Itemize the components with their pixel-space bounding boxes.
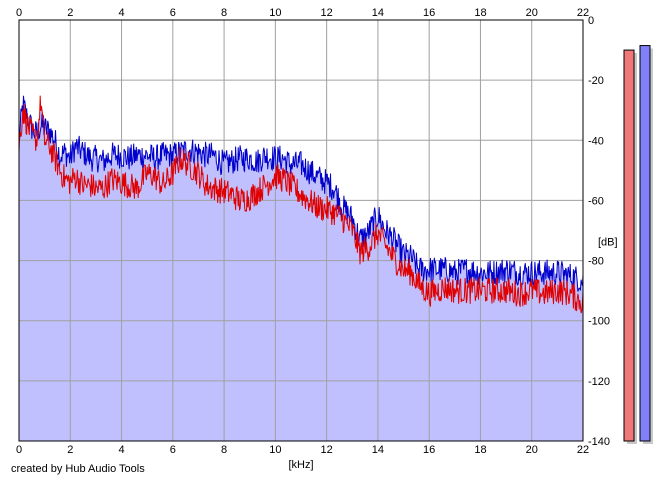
right-level-meter	[639, 45, 651, 442]
x-tick-label-bottom: 16	[423, 444, 435, 456]
y-tick-label: -40	[588, 135, 604, 147]
x-tick-label-bottom: 8	[221, 444, 227, 456]
plot-frame	[18, 19, 584, 442]
y-tick-label: -60	[588, 195, 604, 207]
x-tick-label-bottom: 4	[118, 444, 124, 456]
spectrum-plot	[18, 19, 584, 442]
level-meters	[623, 45, 653, 444]
x-tick-label-bottom: 14	[372, 444, 384, 456]
spectrum-fill	[19, 95, 583, 441]
axes: 002244668810101212141416161818202022220-…	[16, 7, 618, 471]
x-tick-label-top: 12	[321, 7, 333, 19]
x-tick-label-bottom: 20	[526, 444, 538, 456]
x-tick-label-bottom: 22	[577, 444, 589, 456]
x-tick-label-top: 16	[423, 7, 435, 19]
x-tick-label-bottom: 0	[16, 444, 22, 456]
y-tick-label: 0	[588, 15, 594, 27]
y-tick-label: -120	[588, 376, 610, 388]
x-tick-label-top: 22	[577, 7, 589, 19]
x-tick-label-bottom: 2	[67, 444, 73, 456]
y-axis-label: [dB]	[598, 237, 618, 249]
y-tick-label: -20	[588, 75, 604, 87]
x-tick-label-top: 14	[372, 7, 384, 19]
x-tick-label-top: 2	[67, 7, 73, 19]
x-tick-label-bottom: 18	[474, 444, 486, 456]
x-tick-label-top: 20	[526, 7, 538, 19]
x-tick-label-bottom: 12	[321, 444, 333, 456]
x-tick-label-bottom: 6	[170, 444, 176, 456]
x-tick-label-top: 10	[269, 7, 281, 19]
credit-label: created by Hub Audio Tools	[11, 463, 145, 475]
x-tick-label-top: 0	[16, 7, 22, 19]
x-tick-label-top: 4	[118, 7, 124, 19]
y-tick-label: -80	[588, 256, 604, 268]
series-line-1	[18, 95, 584, 292]
x-tick-label-top: 6	[170, 7, 176, 19]
y-tick-label: -140	[588, 436, 610, 448]
left-level-meter	[623, 49, 635, 442]
x-axis-label: [kHz]	[288, 459, 313, 471]
x-tick-label-bottom: 10	[269, 444, 281, 456]
series-line-2	[18, 95, 584, 314]
y-tick-label: -100	[588, 316, 610, 328]
x-tick-label-top: 8	[221, 7, 227, 19]
x-tick-label-top: 18	[474, 7, 486, 19]
